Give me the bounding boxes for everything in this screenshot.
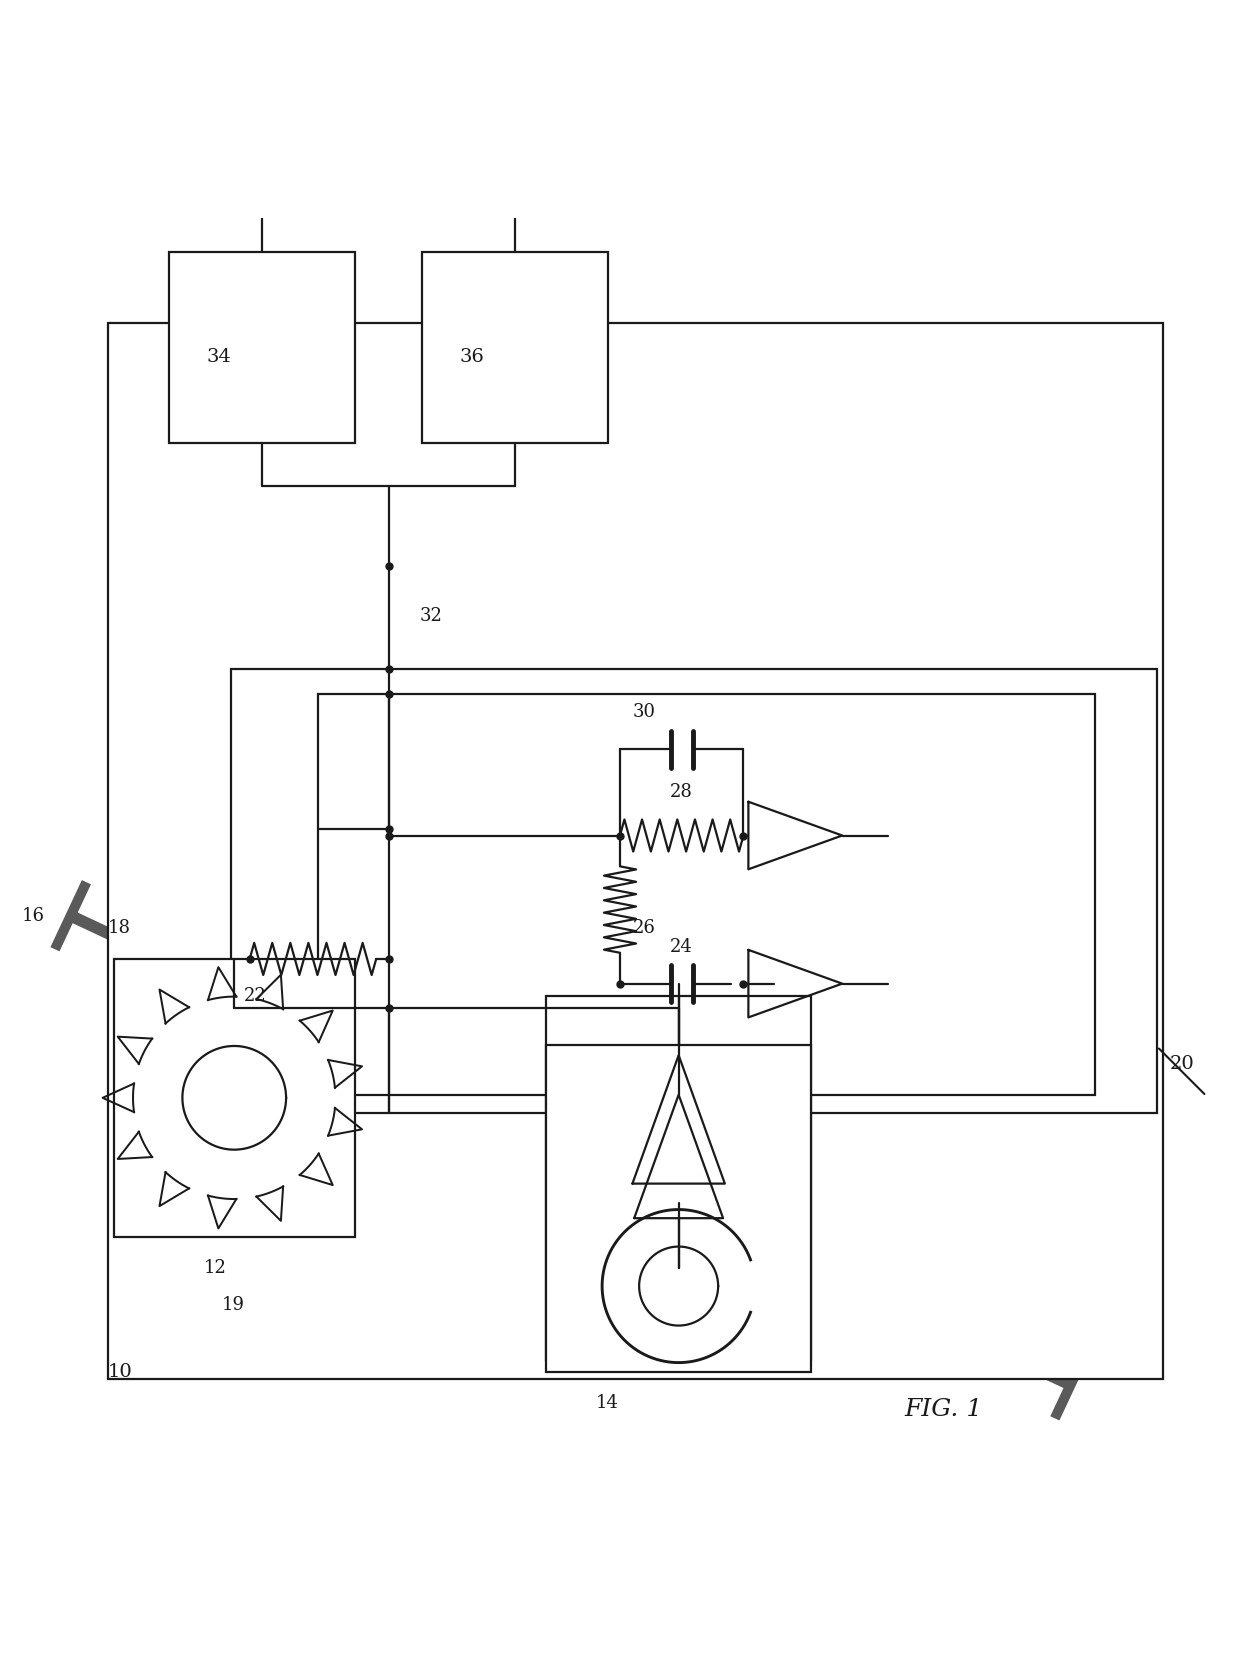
Text: 14: 14 bbox=[595, 1394, 619, 1412]
Text: 28: 28 bbox=[670, 784, 692, 802]
Bar bbox=[170, 252, 355, 443]
Text: 32: 32 bbox=[419, 607, 443, 625]
Text: 20: 20 bbox=[1169, 1054, 1194, 1073]
Text: 10: 10 bbox=[108, 1364, 133, 1382]
Bar bbox=[108, 323, 1163, 1379]
Text: 36: 36 bbox=[460, 348, 485, 366]
Text: 26: 26 bbox=[632, 919, 655, 937]
Text: 34: 34 bbox=[207, 348, 232, 366]
Bar bbox=[546, 1046, 811, 1372]
Bar bbox=[317, 693, 1095, 1095]
Bar bbox=[423, 252, 608, 443]
Bar bbox=[231, 668, 1157, 1113]
Bar bbox=[546, 996, 811, 1360]
Text: 12: 12 bbox=[203, 1258, 226, 1277]
Text: 30: 30 bbox=[632, 703, 656, 722]
Text: 18: 18 bbox=[108, 919, 130, 937]
Text: FIG. 1: FIG. 1 bbox=[904, 1399, 982, 1420]
Text: 24: 24 bbox=[670, 937, 692, 956]
Bar bbox=[114, 959, 355, 1237]
Text: 16: 16 bbox=[21, 907, 45, 924]
Text: 22: 22 bbox=[243, 988, 267, 1004]
Text: 19: 19 bbox=[222, 1295, 244, 1313]
